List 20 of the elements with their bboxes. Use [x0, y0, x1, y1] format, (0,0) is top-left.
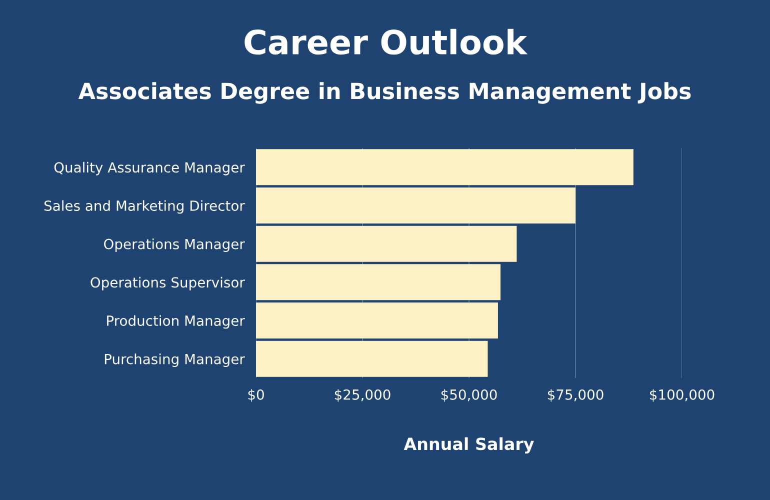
chart-title: Career Outlook [244, 28, 528, 55]
bar [256, 302, 498, 339]
x-tick-label: $75,000 [548, 389, 604, 402]
bar [256, 187, 576, 224]
x-tick-label: $50,000 [441, 389, 497, 402]
y-tick-label: Production Manager [107, 315, 245, 329]
x-tick-label: $25,000 [334, 389, 390, 402]
bar [256, 226, 517, 262]
bar [256, 149, 634, 186]
bar [256, 340, 488, 377]
x-axis-title: Annual Salary [404, 437, 534, 454]
chart-subtitle: Associates Degree in Business Management Jobs [78, 82, 691, 104]
y-tick-label: Operations Supervisor [90, 276, 245, 290]
y-tick-label: Sales and Marketing Director [44, 200, 245, 214]
y-tick-label: Purchasing Manager [104, 354, 245, 367]
y-tick-label: Quality Assurance Manager [54, 162, 245, 176]
bar [256, 264, 501, 300]
x-tick-label: $100,000 [650, 389, 714, 402]
x-tick-label: $0 [248, 389, 264, 402]
y-tick-label: Operations Manager [104, 238, 245, 252]
